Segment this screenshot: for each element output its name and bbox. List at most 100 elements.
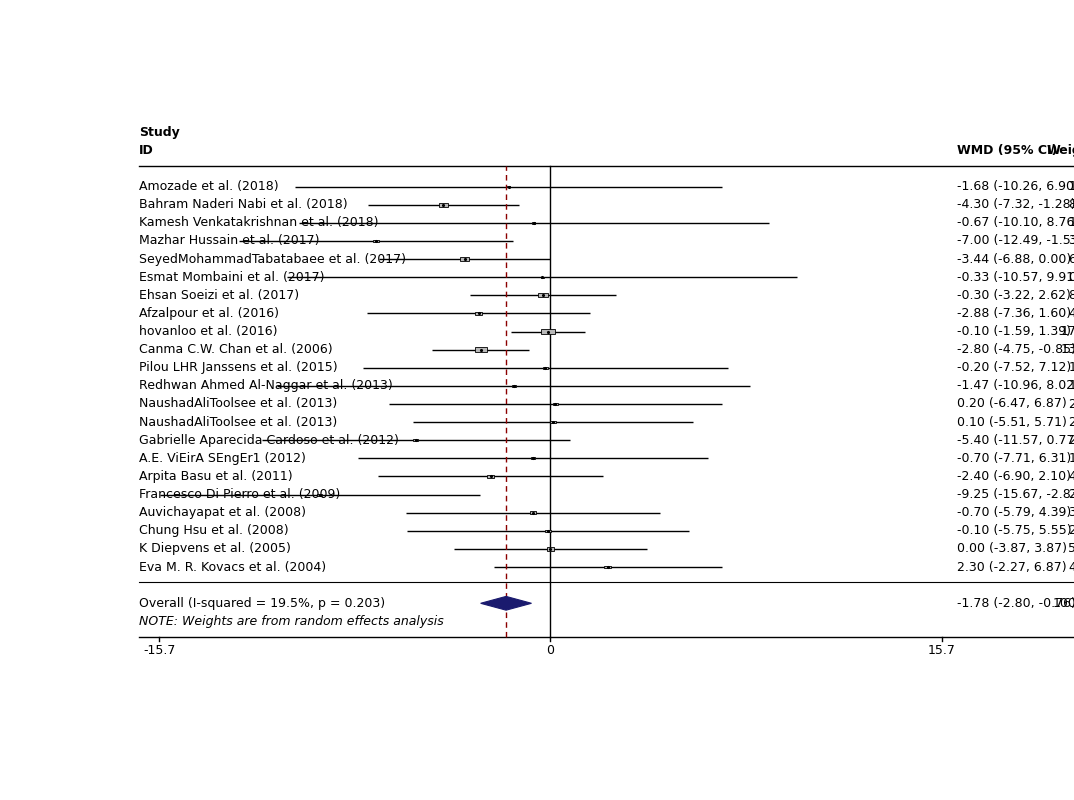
Bar (512, 385, 516, 386)
Text: 3.51: 3.51 (1069, 506, 1074, 519)
Text: 15.7: 15.7 (928, 644, 956, 657)
Text: Mazhar Hussain et al. (2017): Mazhar Hussain et al. (2017) (140, 234, 320, 247)
Text: -0.70 (-5.79, 4.39): -0.70 (-5.79, 4.39) (957, 506, 1071, 519)
Bar (475, 347, 487, 352)
Text: 2.95: 2.95 (1069, 416, 1074, 429)
Bar (529, 511, 536, 514)
Text: 0: 0 (547, 644, 554, 657)
Text: 2.92: 2.92 (1069, 524, 1074, 538)
Bar (540, 277, 543, 278)
Bar (605, 566, 611, 569)
Text: -2.80 (-4.75, -0.85): -2.80 (-4.75, -0.85) (957, 343, 1074, 356)
Text: -0.67 (-10.10, 8.76): -0.67 (-10.10, 8.76) (957, 216, 1074, 230)
Text: -1.78 (-2.80, -0.76): -1.78 (-2.80, -0.76) (957, 597, 1074, 610)
Text: -7.00 (-12.49, -1.51): -7.00 (-12.49, -1.51) (957, 234, 1074, 247)
Text: 13.60: 13.60 (1060, 343, 1074, 356)
Bar (507, 186, 510, 187)
Text: Kamesh Venkatakrishnan et al. (2018): Kamesh Venkatakrishnan et al. (2018) (140, 216, 379, 230)
Text: 1.11: 1.11 (1069, 379, 1074, 392)
Text: 8.03: 8.03 (1069, 198, 1074, 211)
Text: -5.40 (-11.57, 0.77): -5.40 (-11.57, 0.77) (957, 434, 1074, 446)
Text: -0.10 (-5.75, 5.55): -0.10 (-5.75, 5.55) (957, 524, 1071, 538)
Text: 100.00: 100.00 (1053, 597, 1074, 610)
Text: hovanloo et al. (2016): hovanloo et al. (2016) (140, 325, 278, 338)
Text: NaushadAliToolsee et al. (2013): NaushadAliToolsee et al. (2013) (140, 416, 337, 429)
Bar (438, 203, 448, 206)
Text: Francesco Di Pierro et al. (2009): Francesco Di Pierro et al. (2009) (140, 488, 340, 501)
Text: SeyedMohammadTabatabaee et al. (2017): SeyedMohammadTabatabaee et al. (2017) (140, 253, 406, 266)
Text: Arpita Basu et al. (2011): Arpita Basu et al. (2011) (140, 470, 293, 483)
Text: Weight: Weight (1047, 144, 1074, 157)
Bar (532, 222, 536, 223)
Text: Eva M. R. Kovacs et al. (2004): Eva M. R. Kovacs et al. (2004) (140, 561, 326, 574)
Text: 17.13: 17.13 (1060, 325, 1074, 338)
Text: -1.68 (-10.26, 6.90): -1.68 (-10.26, 6.90) (957, 180, 1074, 193)
Bar (475, 312, 482, 314)
Bar (543, 367, 548, 369)
Text: 2.49: 2.49 (1069, 434, 1074, 446)
Text: -0.70 (-7.71, 6.31): -0.70 (-7.71, 6.31) (957, 452, 1071, 465)
Text: NaushadAliToolsee et al. (2013): NaushadAliToolsee et al. (2013) (140, 398, 337, 410)
Bar (461, 258, 469, 261)
Text: Esmat Mombaini et al. (2017): Esmat Mombaini et al. (2017) (140, 270, 324, 284)
Text: -15.7: -15.7 (143, 644, 175, 657)
Text: NOTE: Weights are from random effects analysis: NOTE: Weights are from random effects an… (140, 615, 444, 628)
Bar (550, 421, 555, 423)
Text: -0.10 (-1.59, 1.39): -0.10 (-1.59, 1.39) (957, 325, 1071, 338)
Bar (531, 458, 535, 459)
Text: 1.97: 1.97 (1069, 452, 1074, 465)
Text: 1.35: 1.35 (1069, 180, 1074, 193)
Bar (546, 530, 551, 532)
Text: Auvichayapat et al. (2008): Auvichayapat et al. (2008) (140, 506, 306, 519)
Text: 4.36: 4.36 (1069, 307, 1074, 320)
Bar (547, 547, 554, 550)
Text: 2.16: 2.16 (1069, 398, 1074, 410)
Text: -4.30 (-7.32, -1.28): -4.30 (-7.32, -1.28) (957, 198, 1074, 211)
Bar (541, 329, 555, 334)
Text: 2.32: 2.32 (1069, 488, 1074, 501)
Text: -3.44 (-6.88, 0.00): -3.44 (-6.88, 0.00) (957, 253, 1071, 266)
Text: Chung Hsu et al. (2008): Chung Hsu et al. (2008) (140, 524, 289, 538)
Bar (538, 294, 548, 298)
Text: -9.25 (-15.67, -2.83): -9.25 (-15.67, -2.83) (957, 488, 1074, 501)
Text: Overall (I-squared = 19.5%, p = 0.203): Overall (I-squared = 19.5%, p = 0.203) (140, 597, 386, 610)
Text: WMD (95% CI): WMD (95% CI) (957, 144, 1057, 157)
Text: -1.47 (-10.96, 8.02): -1.47 (-10.96, 8.02) (957, 379, 1074, 392)
Text: Canma C.W. Chan et al. (2006): Canma C.W. Chan et al. (2006) (140, 343, 333, 356)
Text: 8.41: 8.41 (1069, 289, 1074, 302)
Text: A.E. ViEirA SEngEr1 (2012): A.E. ViEirA SEngEr1 (2012) (140, 452, 306, 465)
Bar (553, 403, 557, 405)
Text: 3.07: 3.07 (1069, 234, 1074, 247)
Text: ID: ID (140, 144, 154, 157)
Text: 0.96: 0.96 (1069, 270, 1074, 284)
Text: -2.40 (-6.90, 2.10): -2.40 (-6.90, 2.10) (957, 470, 1071, 483)
Text: 6.64: 6.64 (1069, 253, 1074, 266)
Text: -2.88 (-7.36, 1.60): -2.88 (-7.36, 1.60) (957, 307, 1071, 320)
Text: -0.30 (-3.22, 2.62): -0.30 (-3.22, 2.62) (957, 289, 1071, 302)
Bar (413, 439, 419, 442)
Polygon shape (481, 597, 532, 610)
Text: Amozade et al. (2018): Amozade et al. (2018) (140, 180, 279, 193)
Text: 4.34: 4.34 (1069, 470, 1074, 483)
Text: Bahram Naderi Nabi et al. (2018): Bahram Naderi Nabi et al. (2018) (140, 198, 348, 211)
Text: 0.20 (-6.47, 6.87): 0.20 (-6.47, 6.87) (957, 398, 1066, 410)
Text: Study: Study (140, 126, 180, 138)
Text: Gabrielle Aparecida Cardoso et al. (2012): Gabrielle Aparecida Cardoso et al. (2012… (140, 434, 400, 446)
Text: Pilou LHR Janssens et al. (2015): Pilou LHR Janssens et al. (2015) (140, 362, 338, 374)
Text: Ehsan Soeizi et al. (2017): Ehsan Soeizi et al. (2017) (140, 289, 300, 302)
Text: Redhwan Ahmed Al-Naggar et al. (2013): Redhwan Ahmed Al-Naggar et al. (2013) (140, 379, 393, 392)
Text: -0.33 (-10.57, 9.91): -0.33 (-10.57, 9.91) (957, 270, 1074, 284)
Text: 0.00 (-3.87, 3.87): 0.00 (-3.87, 3.87) (957, 542, 1066, 555)
Text: Afzalpour et al. (2016): Afzalpour et al. (2016) (140, 307, 279, 320)
Text: 4.21: 4.21 (1069, 561, 1074, 574)
Text: 1.82: 1.82 (1069, 362, 1074, 374)
Text: -0.20 (-7.52, 7.12): -0.20 (-7.52, 7.12) (957, 362, 1071, 374)
Bar (488, 475, 494, 478)
Text: K Diepvens et al. (2005): K Diepvens et al. (2005) (140, 542, 291, 555)
Bar (318, 494, 322, 495)
Text: 0.10 (-5.51, 5.71): 0.10 (-5.51, 5.71) (957, 416, 1066, 429)
Text: 2.30 (-2.27, 6.87): 2.30 (-2.27, 6.87) (957, 561, 1066, 574)
Text: 5.55: 5.55 (1069, 542, 1074, 555)
Text: 1.12: 1.12 (1069, 216, 1074, 230)
Bar (373, 240, 379, 242)
